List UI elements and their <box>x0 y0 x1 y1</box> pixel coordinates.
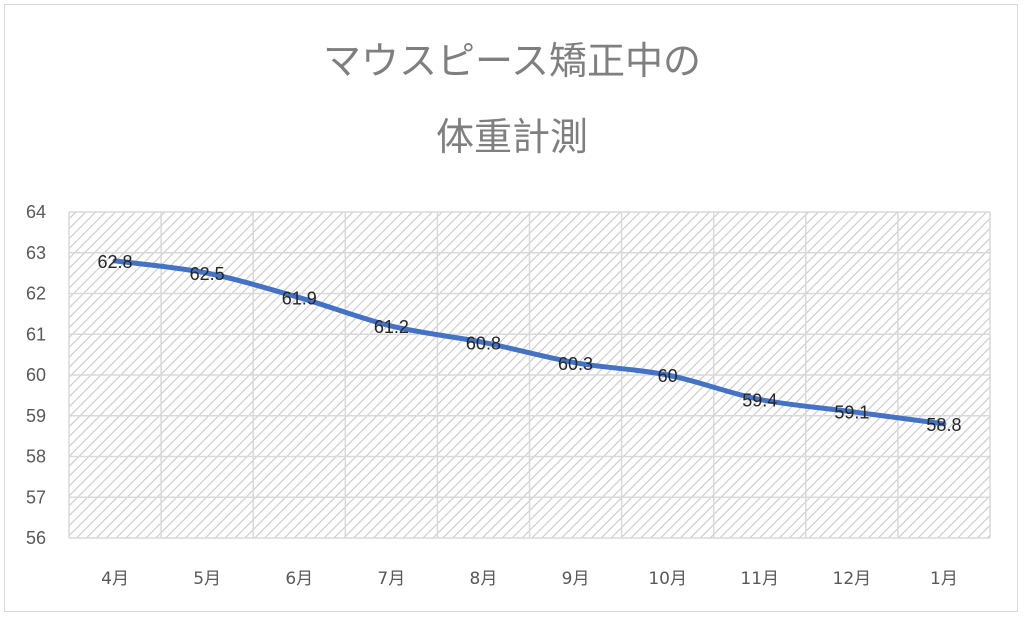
y-tick-label: 64 <box>26 202 46 222</box>
data-label: 61.9 <box>282 289 317 309</box>
series-line <box>112 258 947 427</box>
series-group <box>112 258 947 427</box>
data-label: 59.1 <box>834 403 869 423</box>
y-axis: 56 57 58 59 60 61 62 63 64 <box>26 202 46 548</box>
data-label: 58.8 <box>926 415 961 435</box>
y-tick-label: 58 <box>26 447 46 467</box>
y-tick-label: 63 <box>26 243 46 263</box>
x-tick-label: 7月 <box>377 569 405 589</box>
x-tick-label: 9月 <box>562 569 590 589</box>
data-labels: 62.8 62.5 61.9 61.2 60.8 60.3 60 59.4 59.1 58.8 <box>98 252 962 435</box>
chart-title-line-2: 体重計測 <box>435 115 588 159</box>
x-tick-label: 6月 <box>285 569 313 589</box>
data-label: 59.4 <box>742 390 777 410</box>
data-label: 60.3 <box>558 354 593 374</box>
data-label: 60 <box>658 366 678 386</box>
y-tick-label: 57 <box>26 487 46 507</box>
x-tick-label: 4月 <box>101 569 129 589</box>
x-tick-label: 11月 <box>740 569 779 589</box>
x-tick-label: 12月 <box>833 569 872 589</box>
y-tick-label: 59 <box>26 406 46 426</box>
x-axis: 4月 5月 6月 7月 8月 9月 10月 11月 12月 1月 <box>101 569 958 589</box>
x-tick-label: 5月 <box>193 569 221 589</box>
data-label: 61.2 <box>374 317 409 337</box>
data-label: 62.5 <box>190 264 225 284</box>
chart-title-line-1: マウスピース矯正中の <box>322 39 702 83</box>
y-tick-label: 56 <box>26 528 46 548</box>
x-tick-label: 1月 <box>930 569 958 589</box>
y-tick-label: 62 <box>26 284 46 304</box>
gridlines <box>68 211 991 539</box>
data-label: 62.8 <box>98 252 133 272</box>
y-tick-label: 60 <box>26 365 46 385</box>
y-tick-label: 61 <box>26 324 46 344</box>
data-label: 60.8 <box>466 333 501 353</box>
x-tick-label: 8月 <box>470 569 498 589</box>
x-tick-label: 10月 <box>648 569 687 589</box>
